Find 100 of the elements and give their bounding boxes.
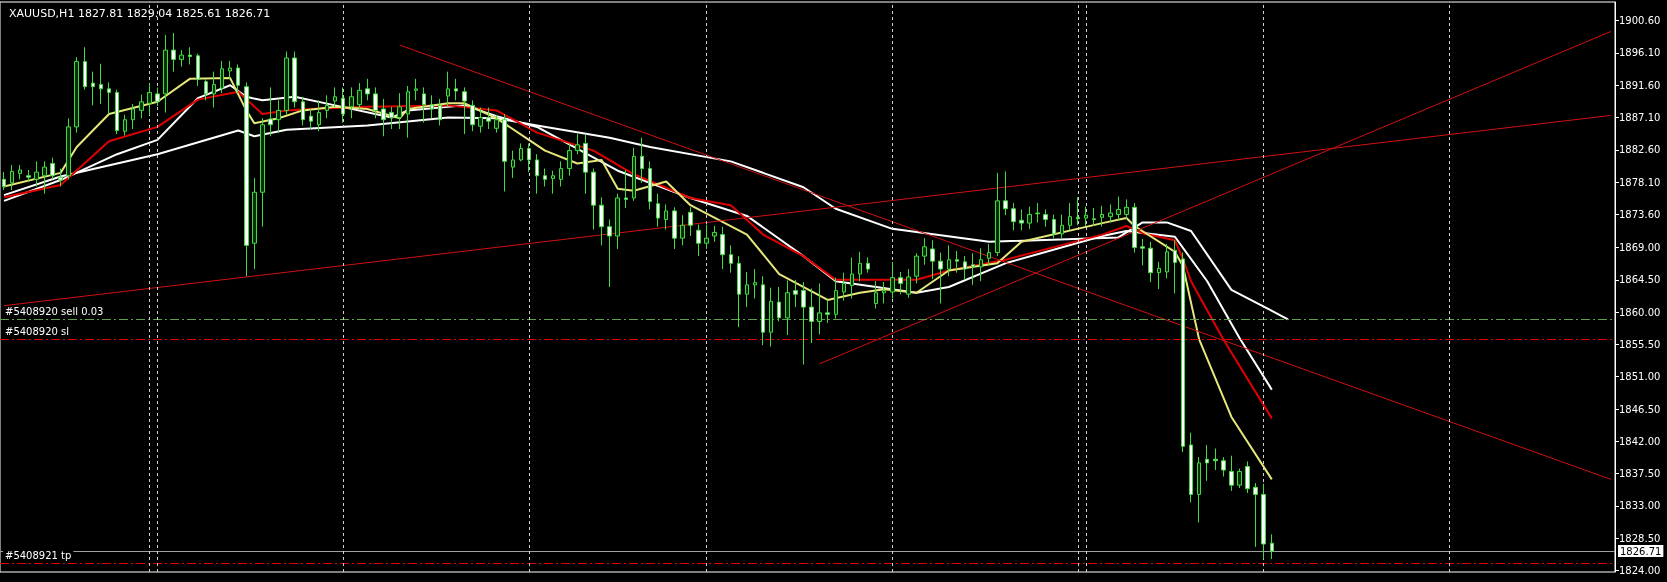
candlestick xyxy=(1205,444,1209,482)
candlestick xyxy=(1189,432,1193,503)
candlestick xyxy=(971,252,975,286)
candlestick xyxy=(704,224,709,250)
candlestick xyxy=(842,272,846,302)
candlestick xyxy=(785,280,790,336)
candlestick xyxy=(769,287,773,348)
y-tick-label: 1842.00 xyxy=(1619,435,1661,447)
candlestick xyxy=(640,137,644,184)
candlestick xyxy=(123,114,127,137)
candlestick xyxy=(688,206,693,237)
candlestick xyxy=(551,170,555,195)
candlestick xyxy=(179,49,184,68)
y-tick-label: 1851.00 xyxy=(1619,371,1661,383)
y-tick-label: 1896.10 xyxy=(1619,47,1661,59)
candlestick xyxy=(50,157,55,180)
candlestick xyxy=(1245,460,1250,494)
y-tick-label: 1824.00 xyxy=(1619,565,1661,577)
candlestick xyxy=(559,160,563,187)
candlestick xyxy=(543,168,547,187)
candlestick xyxy=(301,96,305,126)
y-tick-label: 1878.10 xyxy=(1619,176,1661,188)
candlestick xyxy=(890,261,895,299)
candlestick xyxy=(147,83,152,116)
candlestick xyxy=(1165,243,1169,279)
candlestick xyxy=(1084,206,1088,227)
candlestick xyxy=(91,71,95,106)
candlestick xyxy=(712,225,717,243)
candlestick xyxy=(753,268,757,299)
y-tick-label: 1882.60 xyxy=(1619,144,1661,156)
y-tick-label: 1837.50 xyxy=(1619,468,1661,480)
candlestick xyxy=(196,53,200,87)
ref-line-label: #5408920 sell 0.03 xyxy=(5,305,104,317)
candlestick xyxy=(414,78,418,101)
candlestick xyxy=(1132,202,1137,254)
candlestick xyxy=(745,271,749,308)
y-tick-label: 1873.60 xyxy=(1619,208,1661,220)
candlestick xyxy=(260,117,265,228)
candlestick xyxy=(583,133,588,195)
candlestick xyxy=(858,251,862,282)
candlestick xyxy=(1092,207,1096,227)
candlestick xyxy=(163,34,168,114)
line-series xyxy=(3,77,1273,481)
candlestick xyxy=(66,117,71,180)
candlestick xyxy=(793,279,798,308)
candlestick xyxy=(930,239,935,280)
candlestick xyxy=(397,92,402,130)
candlestick xyxy=(212,71,216,109)
candlestick xyxy=(615,193,620,250)
candlestick xyxy=(18,164,22,180)
candlestick xyxy=(365,78,370,101)
candlestick xyxy=(519,142,523,162)
candlestick xyxy=(834,277,838,320)
y-tick-label: 1900.60 xyxy=(1619,15,1661,27)
candlestick xyxy=(1140,238,1145,266)
candlestick xyxy=(1060,213,1064,239)
candlestick xyxy=(874,280,878,310)
candlestick xyxy=(131,103,135,130)
y-tick-label: 1828.50 xyxy=(1619,532,1661,544)
candlestick xyxy=(26,169,31,182)
candlestick xyxy=(317,99,321,132)
candlestick xyxy=(898,271,903,295)
candlestick xyxy=(1019,208,1024,231)
candlestick xyxy=(955,250,959,274)
candlestick xyxy=(99,63,103,105)
candlestick xyxy=(1221,456,1226,478)
candlestick xyxy=(720,226,725,270)
candlestick xyxy=(284,51,289,116)
candlestick xyxy=(83,46,87,91)
candlestick xyxy=(648,160,652,210)
candlestick xyxy=(1052,213,1056,239)
text: XAUUSD,H1 1827.81 1829.04 1825.61 1826.71 xyxy=(9,7,271,20)
candlestick xyxy=(74,56,79,134)
candlestick xyxy=(680,214,685,246)
candlestick xyxy=(664,203,668,231)
candlestick xyxy=(947,244,951,277)
candlestick xyxy=(511,150,515,179)
ref-line-label: #5408921 tp xyxy=(5,549,72,561)
candlestick xyxy=(494,114,499,134)
ref-line-label: 1826.71 xyxy=(1620,545,1662,557)
candlestick xyxy=(938,252,943,305)
candlestick xyxy=(882,281,886,305)
candlestick xyxy=(737,255,741,328)
candlestick xyxy=(107,81,111,115)
candlestick xyxy=(34,160,39,187)
candlestick xyxy=(995,172,1000,257)
candlestick xyxy=(817,282,822,335)
candlestick xyxy=(1027,206,1032,230)
candlestick xyxy=(478,107,483,134)
candlestick xyxy=(599,196,604,246)
candlestick xyxy=(228,60,232,80)
y-tick-label: 1887.10 xyxy=(1619,112,1661,124)
candlestick xyxy=(115,89,119,135)
candlestick xyxy=(1100,205,1104,228)
candlestick xyxy=(1253,482,1258,548)
candlestick xyxy=(567,142,572,177)
candlestick xyxy=(333,86,337,109)
candlestick xyxy=(252,177,257,270)
y-tick-label: 1846.50 xyxy=(1619,403,1661,415)
candlestick xyxy=(922,237,927,266)
